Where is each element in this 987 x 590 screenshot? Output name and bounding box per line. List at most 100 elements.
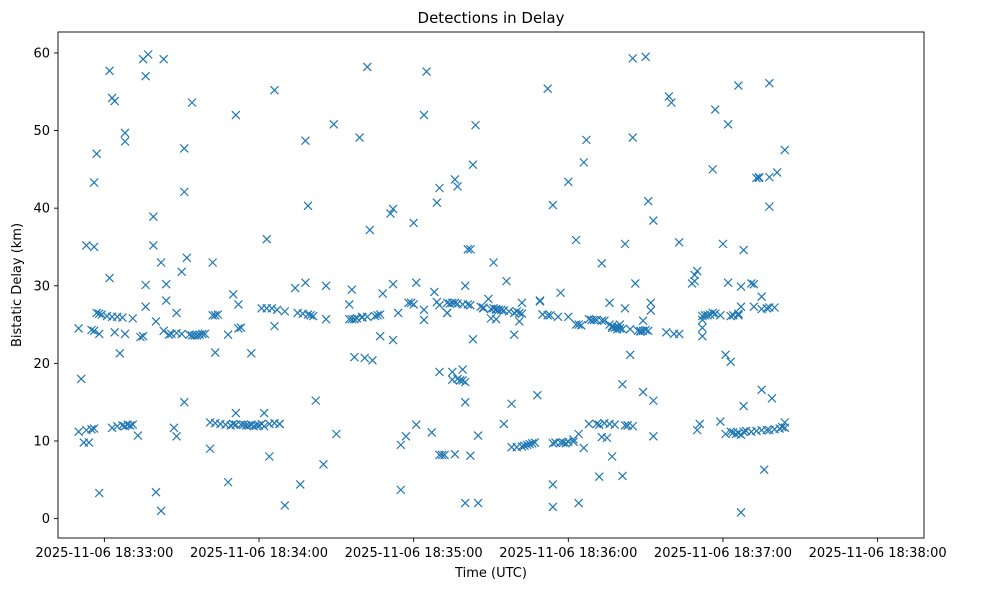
data-point-marker	[496, 305, 506, 315]
data-point-marker	[465, 451, 475, 461]
data-point-marker	[105, 66, 114, 76]
data-point-marker	[223, 330, 233, 340]
data-point-marker	[636, 327, 645, 336]
data-point-marker	[499, 419, 509, 429]
data-point-marker	[118, 313, 127, 323]
data-point-marker	[708, 164, 718, 174]
data-point-marker	[233, 299, 243, 309]
data-point-marker	[517, 309, 527, 319]
data-point-marker	[411, 420, 421, 430]
data-point-marker	[548, 502, 558, 512]
data-point-marker	[435, 183, 444, 193]
data-point-marker	[726, 427, 736, 437]
data-point-marker	[530, 438, 540, 447]
data-point-marker	[646, 298, 656, 308]
data-point-marker	[233, 324, 243, 333]
data-point-marker	[84, 438, 94, 447]
data-point-marker	[569, 437, 578, 447]
data-point-marker	[92, 149, 102, 159]
data-point-marker	[347, 285, 357, 295]
data-point-marker	[615, 324, 625, 333]
data-point-marker	[349, 352, 359, 362]
data-point-marker	[736, 302, 746, 312]
data-point-marker	[460, 377, 470, 387]
data-point-marker	[473, 498, 483, 508]
data-point-marker	[419, 110, 429, 120]
data-point-marker	[89, 178, 99, 187]
data-point-marker	[618, 379, 627, 389]
data-point-marker	[574, 498, 584, 508]
data-point-marker	[535, 296, 545, 306]
data-point-marker	[172, 431, 181, 441]
data-point-marker	[697, 331, 707, 341]
data-point-marker	[594, 420, 604, 430]
data-point-marker	[463, 299, 473, 309]
data-point-marker	[759, 465, 769, 475]
data-point-marker	[646, 306, 656, 316]
data-point-marker	[455, 376, 465, 385]
data-point-marker	[396, 440, 406, 450]
data-point-marker	[615, 320, 625, 330]
data-point-marker	[465, 244, 475, 254]
data-point-marker	[87, 424, 96, 434]
data-point-marker	[752, 173, 761, 183]
data-point-marker	[628, 421, 638, 431]
data-point-marker	[419, 315, 429, 325]
data-point-marker	[721, 350, 730, 360]
plot-area-frame	[57, 31, 925, 539]
data-point-marker	[450, 449, 460, 459]
data-point-marker	[223, 477, 233, 487]
data-point-marker	[92, 308, 102, 318]
data-point-marker	[362, 62, 372, 72]
data-point-marker	[141, 302, 151, 312]
data-point-marker	[120, 329, 130, 339]
data-point-marker	[692, 425, 702, 435]
data-point-marker	[344, 299, 354, 309]
data-point-marker	[375, 310, 385, 319]
data-point-marker	[465, 300, 475, 310]
x-tick-label: 2025-11-06 18:37:00	[654, 546, 792, 561]
data-point-marker	[141, 280, 151, 290]
data-point-marker	[115, 348, 125, 358]
data-point-marker	[762, 303, 772, 313]
data-point-marker	[594, 472, 604, 482]
data-point-marker	[187, 98, 197, 108]
y-tick-label: 40	[33, 202, 50, 217]
data-point-marker	[120, 137, 130, 146]
data-point-marker	[579, 157, 589, 167]
data-point-marker	[460, 498, 470, 508]
data-point-marker	[638, 316, 648, 326]
data-point-marker	[267, 303, 277, 313]
data-point-marker	[674, 237, 684, 247]
data-point-marker	[757, 385, 767, 395]
data-point-marker	[148, 240, 158, 250]
data-point-marker	[618, 471, 627, 481]
data-point-marker	[628, 133, 638, 142]
data-point-marker	[581, 135, 591, 145]
data-point-marker	[447, 367, 457, 377]
data-point-marker	[388, 279, 398, 289]
data-point-marker	[156, 506, 166, 516]
data-point-marker	[151, 317, 161, 326]
data-point-marker	[710, 105, 720, 115]
data-point-marker	[703, 310, 712, 320]
data-point-marker	[409, 299, 419, 309]
data-point-marker	[690, 270, 700, 280]
data-point-marker	[373, 310, 383, 320]
data-point-marker	[192, 331, 202, 340]
data-point-marker	[94, 488, 104, 498]
data-point-marker	[489, 258, 499, 267]
data-point-marker	[228, 289, 238, 299]
data-point-marker	[319, 459, 328, 469]
data-point-marker	[770, 303, 779, 312]
chart-title: Detections in Delay	[418, 9, 565, 27]
data-point-marker	[197, 329, 207, 339]
data-point-marker	[450, 175, 460, 184]
y-tick-label: 50	[33, 124, 50, 139]
data-point-marker	[625, 350, 635, 360]
data-point-marker	[767, 393, 777, 403]
x-tick-label: 2025-11-06 18:38:00	[809, 546, 947, 561]
data-point-marker	[143, 50, 153, 59]
y-tick-label: 0	[42, 512, 50, 527]
data-point-marker	[478, 303, 488, 312]
